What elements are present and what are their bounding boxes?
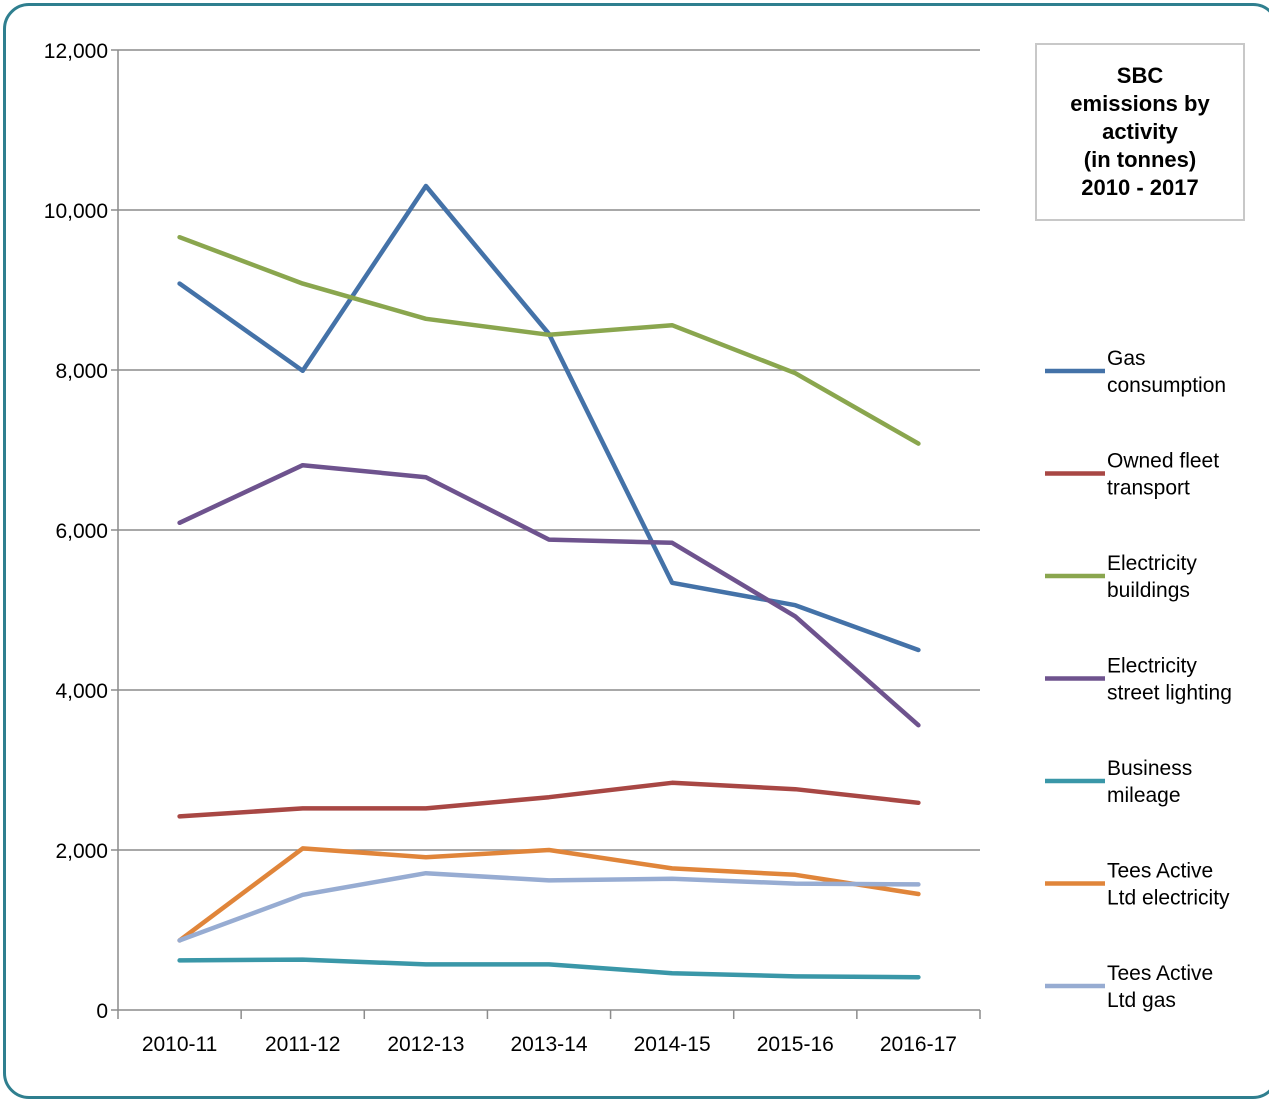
x-tick-label: 2015-16 — [757, 1033, 834, 1056]
legend-label: buildings — [1107, 579, 1190, 602]
series-line — [177, 957, 921, 980]
series-line — [177, 234, 921, 446]
y-tick-label: 6,000 — [55, 520, 108, 543]
legend-label: Business — [1107, 757, 1192, 780]
legend-label: consumption — [1107, 374, 1226, 397]
legend-label: Ltd electricity — [1107, 887, 1230, 910]
series-line — [177, 780, 921, 819]
legend: Gas consumption Owned fleet transport Electr… — [1045, 347, 1232, 1012]
legend-label: Gas — [1107, 347, 1146, 370]
y-tick-label: 0 — [96, 1000, 108, 1023]
legend-label: mileage — [1107, 784, 1181, 807]
x-tick-label: 2012-13 — [387, 1033, 464, 1056]
legend-label: Electricity — [1107, 655, 1197, 678]
y-tick-label: 10,000 — [44, 200, 108, 223]
legend-label: Owned fleet — [1107, 450, 1219, 473]
x-tick-label: 2010-11 — [142, 1033, 218, 1056]
x-tick-label: 2013-14 — [510, 1033, 587, 1056]
y-tick-label: 12,000 — [44, 40, 108, 63]
legend-label: transport — [1107, 477, 1190, 500]
axes: 0 2,000 4,000 6,000 8,000 10,000 12,000 2010-11… — [44, 40, 981, 1056]
series-line — [177, 462, 921, 728]
y-tick-label: 4,000 — [55, 680, 108, 703]
chart-title: SBC emissions by activity (in tonnes) 20… — [1070, 63, 1210, 200]
y-tick-label: 8,000 — [55, 360, 108, 383]
legend-label: Tees Active — [1107, 962, 1213, 985]
legend-label: Ltd gas — [1107, 989, 1176, 1012]
series-line — [177, 870, 921, 943]
chart-title-box: SBC emissions by activity (in tonnes) 20… — [1035, 43, 1245, 221]
series-lines — [177, 183, 921, 980]
legend-label: street lighting — [1107, 682, 1232, 705]
series-line — [177, 846, 921, 943]
x-tick-label: 2014-15 — [634, 1033, 711, 1056]
legend-label: Tees Active — [1107, 860, 1213, 883]
legend-label: Electricity — [1107, 552, 1197, 575]
x-tick-label: 2011-12 — [265, 1033, 341, 1056]
y-tick-label: 2,000 — [55, 840, 108, 863]
series-line — [177, 183, 921, 653]
x-tick-label: 2016-17 — [880, 1033, 957, 1056]
gridlines — [118, 49, 980, 851]
